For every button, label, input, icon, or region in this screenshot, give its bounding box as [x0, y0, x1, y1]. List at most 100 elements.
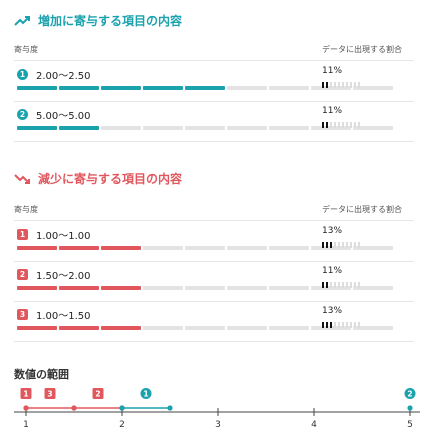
bar-segment	[101, 326, 141, 330]
decrease-item-row: 2 1.50〜2.00 11%	[14, 264, 414, 302]
bar-segment	[269, 246, 309, 250]
divider	[14, 141, 414, 142]
ratio-tick	[346, 282, 348, 288]
range-badge	[140, 388, 152, 399]
divider	[14, 341, 414, 342]
bar-segment	[185, 286, 225, 290]
range-badge	[92, 388, 104, 399]
bar-segment	[353, 126, 393, 130]
axis-tick-label: 4	[311, 420, 317, 430]
bar-segment	[227, 86, 267, 90]
decrease-ratio-meter	[322, 282, 360, 288]
decrease-ratio-meter	[322, 322, 360, 328]
bar-segment	[143, 126, 183, 130]
ratio-tick	[338, 322, 340, 328]
ratio-tick	[338, 122, 340, 128]
bar-segment	[59, 126, 99, 130]
decrease-contribution-bar	[17, 286, 393, 290]
ratio-tick	[346, 242, 348, 248]
bar-segment	[143, 326, 183, 330]
ratio-tick	[334, 322, 336, 328]
ratio-tick	[358, 322, 360, 328]
bar-segment	[227, 326, 267, 330]
decrease-rank-badge: 3	[17, 309, 28, 320]
bar-segment	[185, 246, 225, 250]
bar-segment	[269, 326, 309, 330]
range-badge-label: 2	[95, 390, 100, 399]
ratio-tick	[342, 322, 344, 328]
ratio-tick	[326, 282, 328, 288]
bar-segment	[353, 286, 393, 290]
bar-segment	[143, 86, 183, 90]
bar-segment	[59, 326, 99, 330]
axis-tick-label: 1	[23, 420, 29, 430]
range-badge-label: 3	[47, 390, 52, 399]
bar-segment	[59, 286, 99, 290]
bar-segment	[227, 126, 267, 130]
increase-contribution-bar	[17, 126, 393, 130]
divider	[14, 101, 414, 102]
increase-range-label: 5.00〜5.00	[36, 111, 91, 122]
bar-segment	[17, 86, 57, 90]
ratio-tick	[330, 242, 332, 248]
bar-segment	[17, 286, 57, 290]
bar-segment	[17, 246, 57, 250]
decrease-title-text: 減少に寄与する項目の内容	[38, 172, 183, 186]
divider	[14, 60, 414, 61]
ratio-tick	[342, 82, 344, 88]
ratio-tick	[338, 82, 340, 88]
increase-contribution-header: 寄与度	[14, 45, 38, 54]
range-badge-label: 1	[23, 390, 28, 399]
decrease-ratio-value: 13%	[322, 306, 343, 316]
decrease-contribution-bar	[17, 246, 393, 250]
ratio-tick	[350, 242, 352, 248]
bar-segment	[17, 326, 57, 330]
ratio-tick	[338, 242, 340, 248]
bar-segment	[101, 86, 141, 90]
bar-segment	[227, 246, 267, 250]
ratio-tick	[350, 122, 352, 128]
increase-section-title: 増加に寄与する項目の内容	[14, 12, 182, 29]
ratio-tick	[330, 282, 332, 288]
ratio-tick	[358, 282, 360, 288]
ratio-tick	[334, 282, 336, 288]
ratio-tick	[342, 282, 344, 288]
ratio-tick	[322, 122, 324, 128]
decrease-ratio-value: 11%	[322, 266, 343, 276]
increase-rank-badge: 1	[17, 69, 28, 80]
ratio-tick	[350, 282, 352, 288]
range-badge	[20, 388, 32, 399]
ratio-tick	[326, 82, 328, 88]
decrease-ratio-header: データに出現する割合	[322, 205, 402, 214]
value-range-axis: 1 2 3 4 5 1 3 2 1 2	[14, 388, 420, 430]
divider	[14, 261, 414, 262]
bar-segment	[17, 126, 57, 130]
ratio-tick	[346, 82, 348, 88]
increase-ratio-meter	[322, 82, 360, 88]
decrease-item-row: 1 1.00〜1.00 13%	[14, 224, 414, 262]
ratio-tick	[350, 82, 352, 88]
ratio-tick	[326, 242, 328, 248]
decrease-range-label: 1.00〜1.50	[36, 311, 91, 322]
ratio-tick	[354, 82, 356, 88]
bar-segment	[143, 246, 183, 250]
bar-segment	[101, 126, 141, 130]
bar-segment	[101, 246, 141, 250]
ratio-tick	[330, 322, 332, 328]
ratio-tick	[334, 242, 336, 248]
bar-segment	[311, 286, 351, 290]
ratio-tick	[322, 242, 324, 248]
axis-tick-label: 3	[215, 420, 221, 430]
bar-segment	[227, 286, 267, 290]
range-badge-label: 2	[407, 390, 412, 399]
ratio-tick	[354, 242, 356, 248]
decrease-contribution-header: 寄与度	[14, 205, 38, 214]
bar-segment	[59, 246, 99, 250]
bar-segment	[269, 86, 309, 90]
decrease-item-row: 3 1.00〜1.50 13%	[14, 304, 414, 342]
range-point	[119, 405, 125, 411]
range-point	[23, 405, 29, 411]
divider	[14, 220, 414, 221]
range-point	[407, 405, 413, 411]
increase-contribution-bar	[17, 86, 393, 90]
